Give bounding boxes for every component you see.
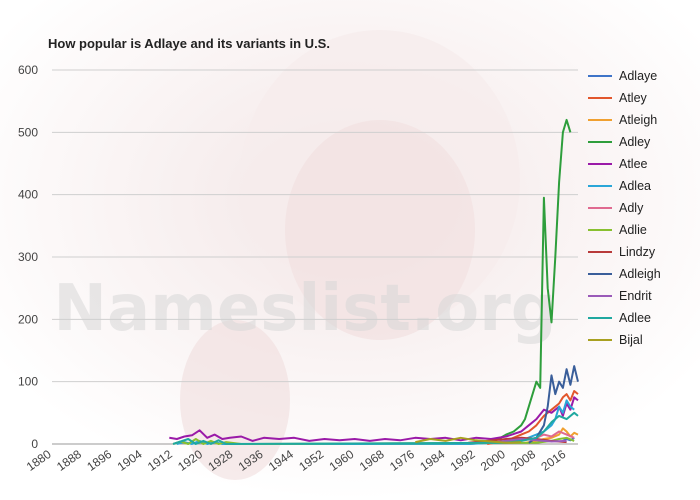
x-tick-label: 1960 (327, 447, 357, 474)
y-tick-label: 500 (18, 125, 38, 139)
legend-item-adly[interactable]: Adly (588, 201, 644, 215)
x-axis: 1880 1888 1896 1904 1912 1920 1928 1936 1944 1952… (24, 447, 569, 474)
y-tick-label: 300 (18, 250, 38, 264)
y-tick-label: 0 (31, 437, 38, 451)
y-axis: 0 100 200 300 400 500 600 (18, 63, 38, 451)
series-lines (169, 118, 579, 445)
x-tick-label: 1936 (236, 447, 266, 474)
x-tick-label: 2000 (478, 447, 508, 474)
legend-item-adlea[interactable]: Adlea (588, 179, 651, 193)
y-tick-label: 600 (18, 63, 38, 77)
legend-item-adlee[interactable]: Adlee (588, 311, 651, 325)
x-tick-label: 1920 (175, 447, 205, 474)
legend-label: Lindzy (619, 245, 656, 259)
y-tick-label: 400 (18, 188, 38, 202)
x-tick-label: 1896 (84, 447, 114, 474)
x-tick-label: 1944 (266, 447, 296, 474)
x-tick-label: 1968 (357, 447, 387, 474)
legend-label: Adlea (619, 179, 651, 193)
legend-item-atlee[interactable]: Atlee (588, 157, 648, 171)
chart-title: How popular is Adlaye and its variants i… (48, 36, 330, 51)
legend-label: Adley (619, 135, 651, 149)
series-line-adleigh (528, 365, 579, 444)
watermark-text: Nameslist.org (53, 272, 556, 346)
series-line-bijal (415, 436, 522, 444)
legend-label: Bijal (619, 333, 643, 347)
legend-item-atley[interactable]: Atley (588, 91, 648, 105)
x-tick-label: 1904 (115, 447, 145, 474)
legend-item-lindzy[interactable]: Lindzy (588, 245, 656, 259)
legend: Adlaye Atley Atleigh Adley Atlee Adlea Adly Adl… (588, 69, 661, 347)
x-tick-label: 1992 (448, 447, 478, 474)
y-tick-label: 200 (18, 312, 38, 326)
legend-item-atleigh[interactable]: Atleigh (588, 113, 657, 127)
x-tick-label: 1984 (417, 447, 447, 474)
grid-lines (52, 69, 578, 445)
legend-item-adlie[interactable]: Adlie (588, 223, 647, 237)
x-tick-label: 2016 (538, 447, 568, 474)
legend-item-adlaye[interactable]: Adlaye (588, 69, 657, 83)
legend-item-endrit[interactable]: Endrit (588, 289, 652, 303)
x-tick-label: 1928 (205, 447, 235, 474)
legend-label: Adleigh (619, 267, 661, 281)
series-line-atlee (169, 396, 579, 442)
legend-label: Atlee (619, 157, 648, 171)
x-tick-label: 1888 (54, 447, 84, 474)
x-tick-label: 1880 (24, 447, 54, 474)
legend-label: Adlaye (619, 69, 657, 83)
x-tick-label: 1952 (296, 447, 326, 474)
legend-item-adley[interactable]: Adley (588, 135, 651, 149)
x-tick-label: 2008 (508, 447, 538, 474)
y-tick-label: 100 (18, 375, 38, 389)
x-tick-label: 1976 (387, 447, 417, 474)
series-line-atley (487, 390, 579, 445)
legend-label: Adlee (619, 311, 651, 325)
legend-item-adleigh[interactable]: Adleigh (588, 267, 661, 281)
legend-label: Adlie (619, 223, 647, 237)
legend-item-bijal[interactable]: Bijal (588, 333, 643, 347)
legend-label: Endrit (619, 289, 652, 303)
legend-label: Atleigh (619, 113, 657, 127)
series-line-adley (468, 118, 572, 445)
x-tick-label: 1912 (145, 447, 175, 474)
legend-label: Atley (619, 91, 648, 105)
legend-label: Adly (619, 201, 644, 215)
